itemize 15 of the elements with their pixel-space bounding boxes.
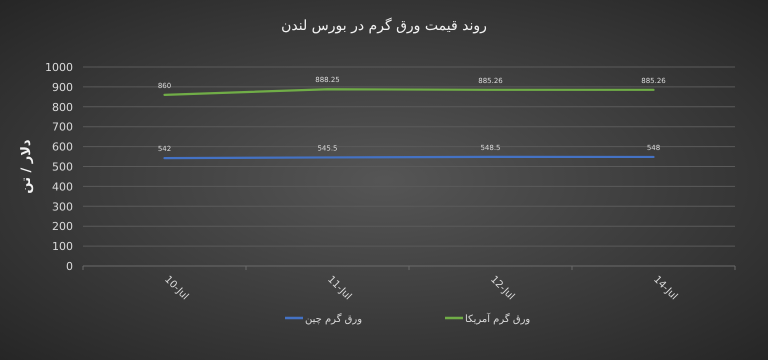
y-tick-label: 600: [52, 140, 73, 154]
chart-title: روند قیمت ورق گرم در بورس لندن: [281, 17, 487, 34]
y-tick-label: 700: [52, 120, 73, 134]
y-tick-label: 200: [52, 220, 73, 234]
y-tick-label: 100: [52, 240, 73, 254]
y-axis-title: دلار / تن: [19, 139, 34, 194]
legend-label: ورق گرم چین: [305, 313, 362, 325]
y-tick-label: 900: [52, 80, 73, 94]
y-tick-label: 0: [66, 260, 73, 273]
y-tick-label: 500: [52, 160, 73, 174]
legend-label: ورق گرم آمریکا: [465, 312, 530, 325]
y-tick-label: 400: [52, 180, 73, 194]
y-tick-label: 800: [52, 100, 73, 114]
y-tick-label: 300: [52, 200, 73, 214]
y-tick-label: 1000: [45, 61, 73, 74]
